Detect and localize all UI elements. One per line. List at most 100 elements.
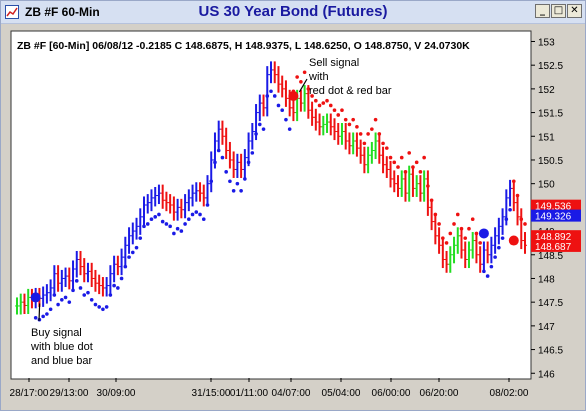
minimize-icon: _ [540, 5, 545, 16]
stop-dot [145, 222, 150, 226]
stop-dot [60, 297, 64, 302]
x-tick-label: 01/11:00 [230, 388, 269, 399]
stop-dot [317, 103, 322, 108]
price-tag-label: 148.687 [535, 242, 572, 253]
x-tick-label: 28/17:00 [10, 388, 49, 399]
stop-dot [381, 141, 385, 146]
stop-dot [153, 215, 158, 219]
x-axis: 28/17:00 29/13:00 30/09:00 31/15:00 01/11:00… [10, 378, 529, 399]
stop-dot [209, 179, 214, 184]
stop-dot [306, 87, 311, 91]
sell-annotation: Sell signal with red dot & red bar [308, 57, 392, 97]
stop-dot [220, 155, 225, 160]
stop-dot [108, 293, 113, 297]
stop-dot [500, 236, 505, 240]
y-tick-label: 148 [538, 274, 555, 285]
stop-dot [231, 188, 236, 193]
price-tag [531, 199, 581, 212]
annotation-line: red dot & red bar [309, 85, 392, 97]
stop-dot [478, 241, 482, 245]
stop-dot [86, 290, 90, 295]
stop-dot [366, 132, 370, 136]
stop-dot [463, 236, 468, 240]
stop-dot [67, 300, 72, 304]
stop-dot [351, 117, 355, 122]
sell-signal-dot [508, 235, 519, 246]
stop-dot [175, 226, 180, 231]
stop-dot [523, 222, 527, 226]
stop-dot [384, 146, 389, 150]
stop-dot [284, 117, 288, 122]
stop-dot [343, 117, 348, 122]
stop-dot [489, 264, 494, 269]
stop-dot [276, 103, 281, 108]
minimize-button[interactable]: _ [535, 4, 550, 18]
price-tag-label: 149.326 [535, 212, 572, 223]
stop-dot [198, 212, 202, 217]
stop-dot [403, 170, 408, 174]
signal-dots [30, 70, 527, 322]
close-button[interactable]: ✕ [567, 4, 582, 18]
y-tick-label: 148.5 [538, 251, 563, 262]
stop-dot [485, 274, 490, 278]
stop-dot [396, 165, 400, 169]
x-tick-label: 06/00:00 [372, 388, 411, 399]
plot-area [10, 30, 532, 380]
stop-dot [41, 314, 45, 319]
stop-dot [160, 219, 165, 224]
stop-dot [459, 226, 464, 231]
price-tag [531, 230, 581, 243]
stop-dot [112, 283, 116, 288]
stop-dot [45, 312, 49, 316]
stop-dot [332, 108, 337, 113]
sell-arrow [298, 78, 308, 93]
annotation-line: Buy signal [31, 327, 82, 339]
y-tick-label: 151 [538, 132, 555, 143]
stop-dot [157, 212, 161, 217]
stop-dot [321, 101, 326, 105]
stop-dot [194, 210, 199, 214]
stop-dot [497, 245, 501, 250]
stop-dot [504, 217, 509, 222]
stop-dot [179, 229, 184, 233]
stop-dot [187, 217, 191, 222]
title-bar[interactable]: ZB #F 60-Min US 30 Year Bond (Futures) _… [1, 1, 585, 24]
stop-dot [52, 293, 57, 297]
stop-dot [265, 94, 270, 98]
stop-dot [224, 170, 228, 174]
stop-dot [119, 276, 124, 281]
stop-dot [299, 79, 303, 84]
stop-dot [373, 117, 378, 122]
buy-annotation: Buy signal with blue dot and blue bar [30, 327, 93, 367]
stop-dot [239, 188, 243, 193]
stop-dot [246, 160, 251, 165]
stop-dot [370, 127, 374, 131]
stop-dot [123, 264, 128, 269]
stop-dot [429, 198, 434, 203]
stop-dot [235, 181, 240, 186]
stop-dot [168, 224, 172, 229]
stop-dot [441, 236, 445, 240]
y-tick-label: 152.5 [538, 61, 563, 72]
stop-dot [97, 305, 101, 309]
y-tick-label: 150.5 [538, 156, 563, 167]
stop-dot [213, 160, 217, 165]
stop-dot [452, 222, 456, 226]
x-tick-label: 08/02:00 [490, 388, 529, 399]
y-tick-label: 152 [538, 85, 555, 96]
stop-dot [116, 286, 120, 290]
stop-dot [63, 295, 68, 300]
y-tick-label: 153 [538, 37, 555, 48]
stop-dot [243, 177, 247, 181]
y-tick-label: 147 [538, 322, 555, 333]
stop-dot [426, 184, 430, 188]
stop-dot [104, 305, 109, 309]
maximize-button[interactable]: □ [551, 4, 566, 18]
stop-dot [482, 269, 486, 274]
stop-dot [433, 212, 438, 217]
stop-dot [48, 307, 53, 312]
stop-dot [228, 179, 232, 184]
stop-dot [355, 124, 359, 129]
stop-dot [164, 222, 169, 226]
